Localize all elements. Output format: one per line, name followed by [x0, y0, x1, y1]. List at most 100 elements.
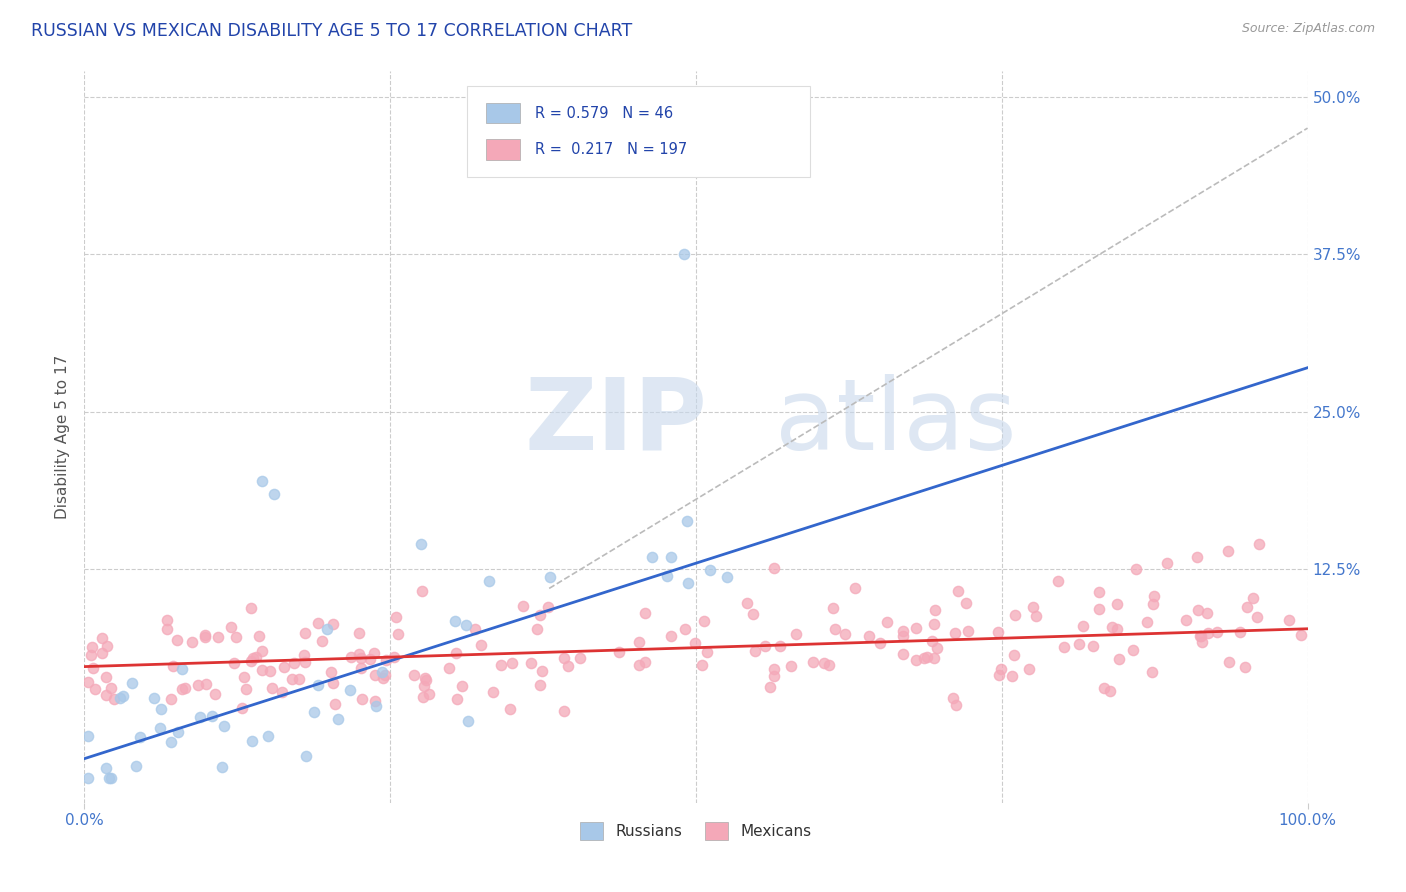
Point — [716, 569, 738, 583]
Point — [387, 627, 409, 641]
Point — [634, 606, 657, 620]
Point — [922, 651, 945, 665]
Point — [1189, 629, 1212, 643]
Point — [696, 645, 718, 659]
Point — [1002, 648, 1025, 663]
Point — [225, 630, 247, 644]
Point — [1018, 662, 1040, 676]
Point — [693, 614, 716, 628]
Point — [553, 704, 575, 718]
Text: R =  0.217   N = 197: R = 0.217 N = 197 — [534, 142, 686, 157]
Point — [150, 701, 173, 715]
Point — [363, 646, 385, 660]
Point — [281, 672, 304, 686]
Point — [96, 670, 118, 684]
Point — [374, 668, 396, 682]
Point — [489, 658, 512, 673]
Point — [659, 549, 682, 564]
Point — [744, 644, 766, 658]
Point — [375, 653, 398, 667]
Point — [160, 692, 183, 706]
Point — [1004, 607, 1026, 622]
Point — [627, 657, 650, 672]
Point — [1046, 574, 1069, 588]
Point — [247, 629, 270, 643]
Point — [1218, 655, 1240, 669]
Point — [1174, 613, 1197, 627]
Point — [946, 583, 969, 598]
Point — [742, 607, 765, 622]
Point — [763, 561, 786, 575]
Point — [444, 614, 467, 628]
Point — [173, 681, 195, 695]
Point — [1092, 681, 1115, 696]
Point — [294, 749, 316, 764]
Point — [1187, 549, 1209, 564]
Point — [529, 677, 551, 691]
Point — [307, 678, 329, 692]
Point — [1098, 684, 1121, 698]
Point — [1107, 598, 1129, 612]
Point — [96, 639, 118, 653]
Point — [1247, 537, 1270, 551]
Point — [84, 682, 107, 697]
Point — [294, 655, 316, 669]
Point — [211, 760, 233, 774]
Point — [143, 690, 166, 705]
Point — [925, 641, 948, 656]
Point — [322, 676, 344, 690]
Point — [1246, 610, 1268, 624]
Point — [922, 617, 945, 632]
Point — [569, 650, 592, 665]
Point — [204, 687, 226, 701]
Point — [77, 771, 100, 785]
Point — [263, 487, 285, 501]
Point — [235, 681, 257, 696]
Point — [834, 626, 856, 640]
Point — [207, 630, 229, 644]
Point — [91, 646, 114, 660]
Point — [270, 685, 292, 699]
Point — [498, 702, 520, 716]
Point — [690, 658, 713, 673]
Point — [876, 615, 898, 629]
Point — [371, 665, 394, 679]
Point — [1156, 556, 1178, 570]
Point — [250, 474, 273, 488]
Point — [780, 659, 803, 673]
Point — [924, 602, 946, 616]
Point — [672, 247, 695, 261]
Point — [359, 651, 381, 665]
Point — [912, 651, 935, 665]
Point — [956, 624, 979, 639]
Point — [194, 630, 217, 644]
Point — [373, 671, 395, 685]
Point — [634, 655, 657, 669]
Point — [307, 615, 329, 630]
Point — [1107, 623, 1129, 637]
Point — [350, 661, 373, 675]
Point — [813, 656, 835, 670]
Point — [659, 629, 682, 643]
Point — [869, 636, 891, 650]
Point — [100, 771, 122, 785]
Point — [294, 626, 316, 640]
Point — [311, 634, 333, 648]
Point — [1022, 599, 1045, 614]
Point — [538, 570, 561, 584]
Point — [349, 626, 371, 640]
Point — [801, 655, 824, 669]
Point — [1189, 629, 1212, 643]
FancyBboxPatch shape — [485, 139, 520, 160]
Point — [156, 614, 179, 628]
Point — [240, 654, 263, 668]
Point — [121, 676, 143, 690]
Point — [1206, 625, 1229, 640]
Point — [1125, 562, 1147, 576]
Point — [347, 647, 370, 661]
Point — [444, 646, 467, 660]
Point — [1241, 591, 1264, 606]
Point — [478, 574, 501, 588]
Point — [683, 636, 706, 650]
Point — [128, 730, 150, 744]
